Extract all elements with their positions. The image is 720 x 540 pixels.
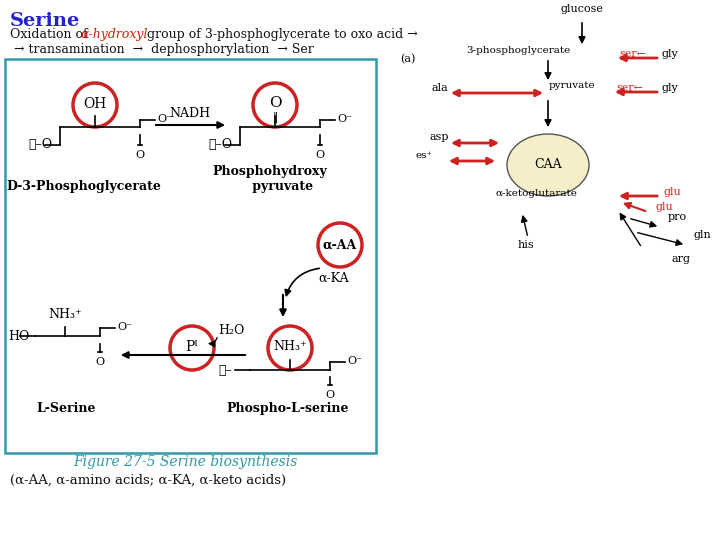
Text: O: O [325, 390, 335, 400]
Text: O: O [135, 150, 145, 160]
Text: O⁻: O⁻ [117, 322, 132, 332]
Text: O: O [269, 96, 282, 110]
Text: ser←: ser← [619, 49, 646, 59]
Text: O⁻: O⁻ [347, 356, 362, 366]
Text: O⁻: O⁻ [337, 114, 352, 124]
Text: group of 3-phosphoglycerate to oxo acid →: group of 3-phosphoglycerate to oxo acid … [143, 28, 418, 41]
Text: ser←: ser← [616, 83, 643, 93]
Text: O: O [96, 357, 104, 367]
Text: Pᴵ: Pᴵ [186, 340, 199, 354]
Text: es⁺: es⁺ [415, 151, 432, 160]
Text: (α-AA, α-amino acids; α-KA, α-keto acids): (α-AA, α-amino acids; α-KA, α-keto acids… [10, 474, 286, 487]
Ellipse shape [507, 134, 589, 196]
Text: Ⓟ–O: Ⓟ–O [208, 138, 232, 152]
Text: H₂O: H₂O [218, 324, 244, 337]
Text: Ⓟ–: Ⓟ– [218, 363, 232, 376]
Text: Figure 27-5 Serine biosynthesis: Figure 27-5 Serine biosynthesis [73, 455, 297, 469]
Text: arg: arg [672, 254, 691, 264]
Text: glu: glu [663, 187, 680, 197]
Text: NH₃⁺: NH₃⁺ [48, 308, 82, 321]
Text: NH₃⁺: NH₃⁺ [273, 341, 307, 354]
Text: gln: gln [693, 230, 711, 240]
Text: O⁻: O⁻ [157, 114, 172, 124]
Text: his: his [518, 240, 535, 250]
Text: L-Serine: L-Serine [36, 402, 96, 415]
Text: α-ketoglutarate: α-ketoglutarate [496, 189, 578, 198]
Text: (a): (a) [400, 53, 415, 64]
Text: pyruvate: pyruvate [549, 81, 595, 90]
Text: HO: HO [8, 329, 30, 342]
Text: OH: OH [84, 97, 107, 111]
Text: glu: glu [655, 202, 672, 212]
Text: Ⓟ–O: Ⓟ–O [28, 138, 52, 152]
Text: → transamination  →  dephosphorylation  → Ser: → transamination → dephosphorylation → S… [10, 43, 314, 56]
FancyBboxPatch shape [5, 59, 376, 453]
Text: CAA: CAA [534, 159, 562, 172]
Text: ala: ala [432, 83, 449, 93]
Text: glucose: glucose [561, 4, 603, 14]
Text: Phosphohydroxy
      pyruvate: Phosphohydroxy pyruvate [212, 165, 328, 193]
Text: α-KA: α-KA [318, 272, 348, 285]
Text: 3-phosphoglycerate: 3-phosphoglycerate [466, 46, 570, 55]
Text: D-3-Phosphoglycerate: D-3-Phosphoglycerate [6, 180, 161, 193]
Text: asp: asp [430, 132, 449, 142]
Text: gly: gly [662, 49, 679, 59]
Text: Oxidation of: Oxidation of [10, 28, 91, 41]
Text: O: O [315, 150, 325, 160]
Text: gly: gly [662, 83, 679, 93]
Text: pro: pro [668, 212, 687, 222]
Text: α-AA: α-AA [323, 239, 357, 252]
Text: ‖: ‖ [272, 111, 278, 123]
Text: α-hydroxyl: α-hydroxyl [80, 28, 148, 41]
Text: Serine: Serine [10, 12, 80, 30]
Text: NADH: NADH [169, 107, 210, 120]
Text: Phospho-L-serine: Phospho-L-serine [227, 402, 349, 415]
